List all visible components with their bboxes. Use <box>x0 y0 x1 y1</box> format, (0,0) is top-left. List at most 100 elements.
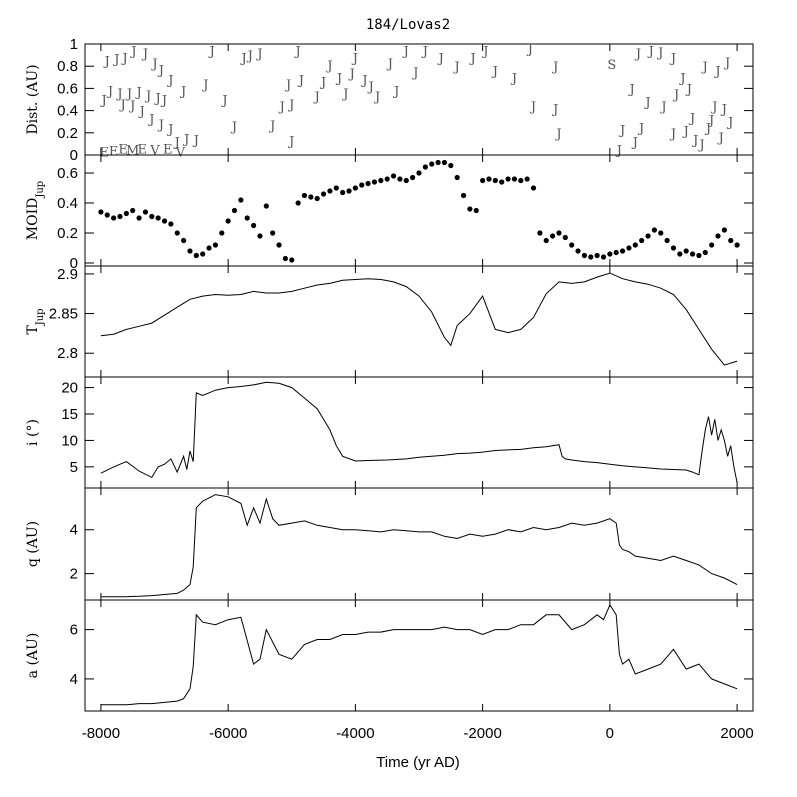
data-point <box>333 185 339 191</box>
encounter-label: J <box>656 46 663 61</box>
encounter-label: J <box>313 90 320 105</box>
encounter-label: J <box>166 74 173 89</box>
data-point <box>600 254 607 260</box>
data-point <box>689 251 696 257</box>
encounter-label: J <box>255 47 262 62</box>
data-point <box>658 230 664 236</box>
encounter-label: E <box>109 145 119 160</box>
data-point <box>410 174 416 181</box>
data-point <box>320 191 327 197</box>
data-point <box>384 176 390 182</box>
data-point <box>403 177 409 184</box>
data-point <box>231 207 238 214</box>
data-point <box>683 248 689 254</box>
data-point <box>435 159 441 166</box>
encounter-label: J <box>551 60 558 75</box>
data-point <box>98 209 104 215</box>
y-tick-label: 2.8 <box>57 345 78 362</box>
data-point <box>632 242 638 248</box>
y-tick-label: 0.2 <box>57 225 78 242</box>
encounter-label: J <box>325 59 332 74</box>
data-point <box>301 192 308 199</box>
data-point <box>588 254 594 260</box>
encounter-label: J <box>192 133 199 148</box>
y-axis-label-tjup: TJup <box>25 308 46 334</box>
x-tick-label: -4000 <box>336 725 374 742</box>
data-point <box>282 255 288 262</box>
data-point <box>257 233 263 239</box>
data-point <box>721 227 727 233</box>
encounter-label: J <box>386 57 393 72</box>
encounter-label: J <box>481 45 488 60</box>
encounter-label: J <box>628 82 635 97</box>
y-tick-label: 0.4 <box>57 103 78 120</box>
data-point <box>728 237 734 244</box>
encounter-label: J <box>125 87 132 102</box>
encounter-label: J <box>119 98 126 113</box>
encounter-label: J <box>717 131 724 146</box>
encounter-label: J <box>278 100 285 115</box>
encounter-label: J <box>720 102 727 117</box>
encounter-label: J <box>373 90 380 105</box>
data-point <box>219 230 225 236</box>
data-point <box>639 237 645 244</box>
encounter-label: J <box>138 105 145 120</box>
data-point <box>556 230 562 236</box>
encounter-label: J <box>713 65 720 80</box>
y-tick-label: 0.4 <box>57 195 78 212</box>
encounter-label: V <box>175 146 186 161</box>
encounter-label: J <box>294 45 301 60</box>
encounter-label: E <box>138 142 148 157</box>
series-line <box>100 272 738 366</box>
encounter-label: J <box>392 85 399 100</box>
data-point <box>308 194 314 200</box>
data-point <box>416 170 422 176</box>
encounter-label: J <box>239 51 246 66</box>
encounter-label: E <box>163 142 173 157</box>
encounter-label: J <box>157 64 164 79</box>
data-point <box>677 251 683 257</box>
encounter-label: J <box>220 94 227 109</box>
x-axis-label: Time (yr AD) <box>376 754 460 771</box>
data-point <box>130 207 136 214</box>
data-point <box>511 176 518 182</box>
data-point <box>104 212 110 218</box>
data-point <box>327 188 333 194</box>
data-point <box>136 215 142 221</box>
data-point <box>702 249 708 256</box>
encounter-label: J <box>701 60 708 75</box>
data-point <box>530 185 537 191</box>
data-point <box>161 218 168 224</box>
encounter-label: J <box>615 143 622 158</box>
data-point <box>238 197 244 203</box>
encounter-label: J <box>297 74 304 89</box>
y-tick-label: 0.6 <box>57 165 78 182</box>
encounter-label: J <box>144 89 151 104</box>
data-point <box>250 222 257 229</box>
encounter-label: J <box>707 113 714 128</box>
encounter-label: J <box>643 96 650 111</box>
encounter-label: J <box>160 94 167 109</box>
panel-frame <box>84 376 754 489</box>
data-point <box>200 251 206 257</box>
encounter-label: J <box>134 86 141 101</box>
series-moid <box>98 159 740 263</box>
data-point <box>569 242 575 248</box>
encounter-label: J <box>319 76 326 91</box>
encounter-label: J <box>106 85 113 100</box>
y-axis-label-incl: i (°) <box>25 419 41 446</box>
encounter-label: J <box>669 127 676 142</box>
data-point <box>212 242 219 248</box>
data-point <box>441 159 448 166</box>
data-point <box>518 177 524 184</box>
data-point <box>390 173 397 179</box>
encounter-label: J <box>208 45 215 60</box>
data-point <box>193 252 199 259</box>
series-incl <box>100 381 738 483</box>
series-tjup <box>100 272 738 366</box>
y-axis-label-subscript: Jup <box>35 308 46 326</box>
data-point <box>448 162 454 169</box>
